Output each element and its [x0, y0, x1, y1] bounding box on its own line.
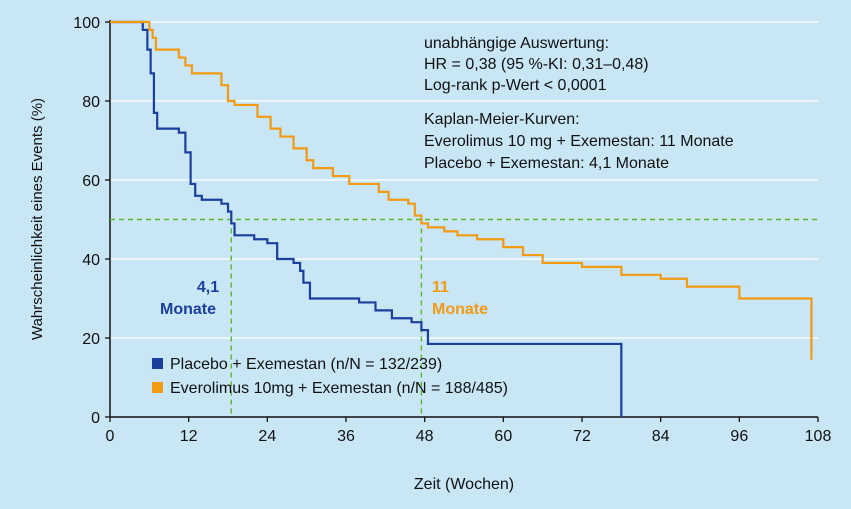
y-tick-label-100: 100 [73, 15, 100, 32]
y-axis-label: Wahrscheinlichkeit eines Events (%) [29, 98, 46, 340]
survival-curves [110, 20, 813, 417]
placebo-median-value: 4,1 [197, 279, 219, 296]
stats-box: unabhängige Auswertung: HR = 0,38 (95 %-… [424, 35, 734, 172]
everolimus-median-value: 11 [432, 279, 449, 296]
y-tick-label-40: 40 [82, 252, 100, 269]
y-tick-label-80: 80 [82, 94, 100, 111]
x-tick-label-60: 60 [494, 428, 512, 445]
reference-lines [110, 218, 818, 417]
legend-label-placebo: Placebo + Exemestan (n/N = 132/239) [170, 356, 442, 373]
x-tick-label-84: 84 [652, 428, 670, 445]
x-axis-label: Zeit (Wochen) [414, 476, 514, 493]
stats-line-6: Placebo + Exemestan: 4,1 Monate [424, 155, 669, 172]
x-tick-label-108: 108 [805, 428, 832, 445]
x-tick-label-36: 36 [337, 428, 355, 445]
stats-line-4: Kaplan-Meier-Kurven: [424, 111, 580, 128]
placebo-curve [110, 20, 623, 417]
placebo-median-unit: Monate [160, 301, 216, 318]
x-tick-label-12: 12 [180, 428, 198, 445]
legend-swatch-everolimus [152, 382, 163, 393]
everolimus-median-unit: Monate [432, 301, 488, 318]
x-tick-label-24: 24 [258, 428, 276, 445]
legend-label-everolimus: Everolimus 10mg + Exemestan (n/N = 188/4… [170, 380, 508, 397]
stats-line-2: HR = 0,38 (95 %-KI: 0,31–0,48) [424, 56, 649, 73]
stats-line-1: unabhängige Auswertung: [424, 35, 609, 52]
x-tick-label-48: 48 [416, 428, 434, 445]
everolimus-curve [110, 20, 813, 360]
y-tick-label-0: 0 [91, 410, 100, 427]
x-tick-label-72: 72 [573, 428, 591, 445]
placebo-median-label: 4,1 Monate [160, 279, 219, 318]
stats-line-5: Everolimus 10 mg + Exemestan: 11 Monate [424, 133, 734, 150]
x-tick-label-0: 0 [106, 428, 115, 445]
y-tick-label-60: 60 [82, 173, 100, 190]
stats-line-3: Log-rank p-Wert < 0,0001 [424, 77, 607, 94]
y-tick-label-20: 20 [82, 331, 100, 348]
legend: Placebo + Exemestan (n/N = 132/239) Ever… [152, 356, 508, 397]
everolimus-median-label: 11 Monate [432, 279, 488, 318]
axes: 0 20 40 60 80 100 0 12 24 36 48 60 72 84 96 108 [73, 15, 831, 445]
legend-swatch-placebo [152, 358, 163, 369]
x-tick-label-96: 96 [730, 428, 748, 445]
